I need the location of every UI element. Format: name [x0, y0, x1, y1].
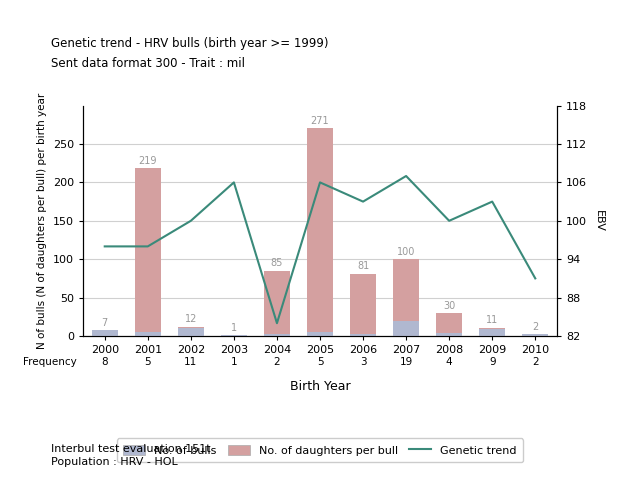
Bar — [92, 331, 118, 336]
Text: Interbul test evaluation 151t: Interbul test evaluation 151t — [51, 444, 211, 454]
X-axis label: Birth Year: Birth Year — [290, 380, 350, 393]
Bar — [350, 274, 376, 336]
Text: 85: 85 — [271, 258, 283, 268]
Text: 11: 11 — [184, 358, 198, 367]
Text: 5: 5 — [145, 358, 151, 367]
Text: 2: 2 — [274, 358, 280, 367]
Bar — [436, 333, 462, 336]
Bar — [135, 168, 161, 336]
Text: 30: 30 — [443, 300, 455, 311]
Legend: No. of bulls, No. of daughters per bull, Genetic trend: No. of bulls, No. of daughters per bull,… — [116, 438, 524, 462]
Bar — [307, 332, 333, 336]
Bar — [264, 271, 290, 336]
Bar — [264, 335, 290, 336]
Text: 12: 12 — [185, 314, 197, 324]
Bar — [135, 332, 161, 336]
Text: 271: 271 — [310, 116, 330, 126]
Text: 19: 19 — [399, 358, 413, 367]
Text: 3: 3 — [360, 358, 366, 367]
Text: Genetic trend - HRV bulls (birth year >= 1999): Genetic trend - HRV bulls (birth year >=… — [51, 37, 329, 50]
Bar — [522, 335, 548, 336]
Text: 8: 8 — [101, 358, 108, 367]
Bar — [221, 335, 247, 336]
Y-axis label: N of bulls (N of daughters per bull) per birth year: N of bulls (N of daughters per bull) per… — [38, 93, 47, 349]
Bar — [92, 330, 118, 336]
Bar — [221, 335, 247, 336]
Bar — [393, 322, 419, 336]
Text: 11: 11 — [486, 315, 499, 325]
Bar — [436, 313, 462, 336]
Bar — [350, 334, 376, 336]
Text: 1: 1 — [231, 323, 237, 333]
Text: 2: 2 — [532, 322, 538, 332]
Text: 9: 9 — [489, 358, 495, 367]
Bar — [479, 327, 505, 336]
Bar — [178, 327, 204, 336]
Bar — [307, 128, 333, 336]
Bar — [178, 327, 204, 336]
Bar — [522, 335, 548, 336]
Text: 7: 7 — [102, 318, 108, 328]
Bar — [479, 329, 505, 336]
Text: 5: 5 — [317, 358, 323, 367]
Text: 219: 219 — [138, 156, 157, 166]
Y-axis label: EBV: EBV — [594, 210, 604, 232]
Text: 2: 2 — [532, 358, 539, 367]
Text: 81: 81 — [357, 262, 369, 272]
Text: 1: 1 — [230, 358, 237, 367]
Text: 4: 4 — [446, 358, 452, 367]
Text: Frequency: Frequency — [23, 358, 77, 367]
Bar — [393, 259, 419, 336]
Text: 100: 100 — [397, 247, 415, 257]
Text: Population : HRV - HOL: Population : HRV - HOL — [51, 456, 178, 467]
Text: Sent data format 300 - Trait : mil: Sent data format 300 - Trait : mil — [51, 57, 245, 70]
